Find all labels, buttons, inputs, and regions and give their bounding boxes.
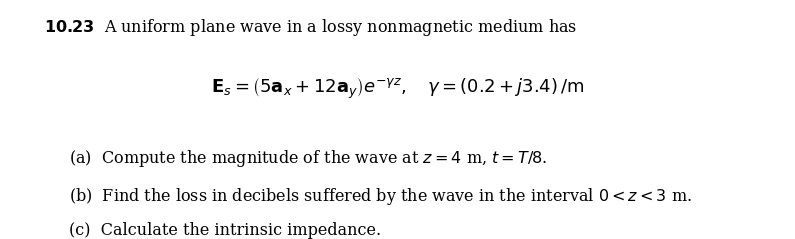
Text: (b)  Find the loss in decibels suffered by the wave in the interval $0 < z < 3$ : (b) Find the loss in decibels suffered b…	[69, 186, 692, 207]
Text: (a)  Compute the magnitude of the wave at $z = 4$ m, $t = T/8$.: (a) Compute the magnitude of the wave at…	[69, 148, 548, 169]
Text: (c)  Calculate the intrinsic impedance.: (c) Calculate the intrinsic impedance.	[69, 222, 382, 239]
Text: $\mathbf{10.23}$  A uniform plane wave in a lossy nonmagnetic medium has: $\mathbf{10.23}$ A uniform plane wave in…	[44, 17, 577, 38]
Text: $\mathbf{E}_s = \left(5\mathbf{a}_x + 12\mathbf{a}_y\right)e^{-\gamma z},\quad \: $\mathbf{E}_s = \left(5\mathbf{a}_x + 12…	[211, 76, 584, 101]
